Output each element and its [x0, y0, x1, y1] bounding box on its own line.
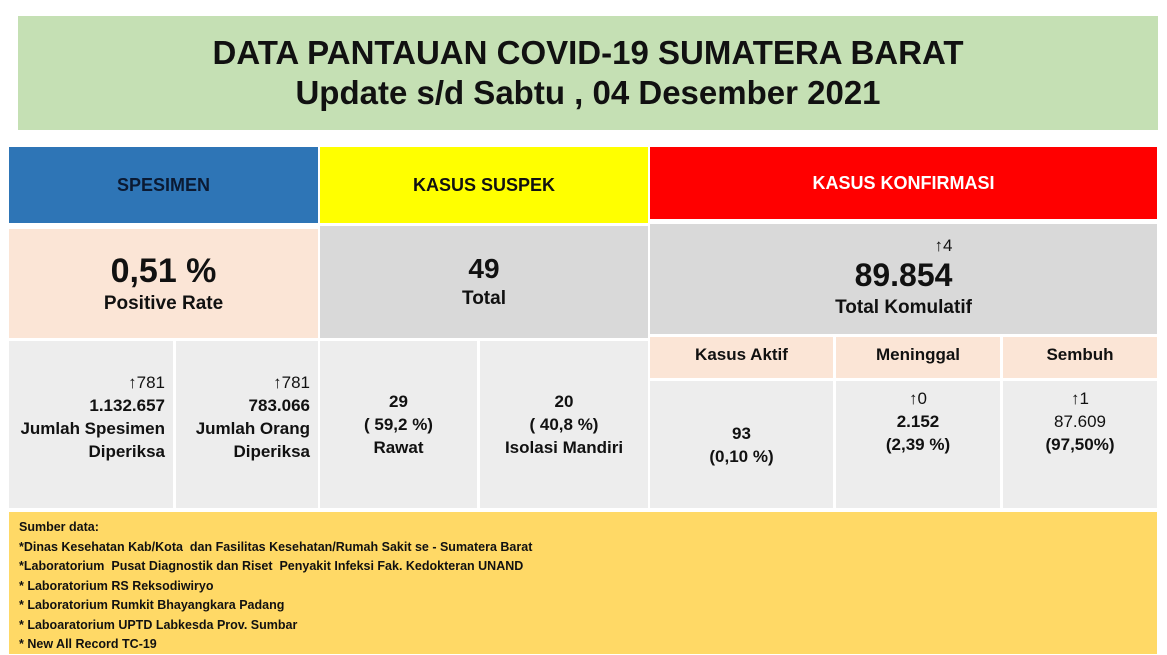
label: Rawat: [373, 438, 424, 457]
source-line: * Laboratorium RS Reksodiwiryo: [19, 578, 214, 593]
value: 29: [389, 392, 408, 411]
percent: (97,50%): [1045, 435, 1115, 454]
sources: Sumber data: *Dinas Kesehatan Kab/Kota d…: [9, 512, 1157, 654]
source-line: * Laboratorium Rumkit Bhayangkara Padang: [19, 598, 285, 612]
value: 20: [554, 392, 574, 411]
sources-title: Sumber data:: [19, 520, 99, 534]
konfirmasi-heading: KASUS KONFIRMASI: [650, 147, 1157, 219]
spesimen-item: ↑781 783.066 Jumlah Orang Diperiksa: [176, 341, 318, 508]
column-values: ↑0 2.152 (2,39 %): [836, 381, 1000, 508]
column-label: Kasus Aktif: [650, 337, 833, 378]
change: ↑781: [128, 373, 165, 392]
konfirmasi-total: 89.854: [854, 257, 953, 293]
positive-rate-label: Positive Rate: [103, 292, 224, 314]
change: ↑781: [273, 373, 310, 392]
change: ↑1: [1071, 389, 1089, 408]
label: Isolasi Mandiri: [504, 438, 624, 457]
percent: (2,39 %): [885, 435, 951, 454]
konfirmasi-change: ↑4: [934, 236, 953, 255]
source-line: *Dinas Kesehatan Kab/Kota dan Fasilitas …: [19, 539, 533, 554]
percent: ( 40,8 %): [529, 415, 599, 434]
label: Jumlah Orang Diperiksa: [195, 419, 310, 461]
source-line: * Laboaratorium UPTD Labkesda Prov. Sumb…: [19, 617, 298, 632]
column-values: ↑1 87.609 (97,50%): [1003, 381, 1157, 508]
value: 2.152: [896, 412, 940, 431]
label: Jumlah Spesimen Diperiksa: [20, 419, 165, 461]
percent: ( 59,2 %): [364, 415, 433, 434]
source-line: * New All Record TC-19: [19, 637, 157, 651]
column-label: Sembuh: [1003, 337, 1157, 378]
suspek-total: 49: [468, 253, 500, 284]
konfirmasi-total-box: ↑4 89.854 Total Komulatif: [650, 224, 1157, 334]
column-label: Meninggal: [836, 337, 1000, 378]
positive-rate: 0,51 %: [110, 251, 217, 290]
suspek-total-box: 49 Total: [320, 226, 648, 338]
value: 87.609: [1054, 412, 1106, 431]
value: 93: [732, 423, 751, 443]
suspek-item: 29 ( 59,2 %) Rawat: [320, 341, 477, 508]
suspek-item: 20 ( 40,8 %) Isolasi Mandiri: [480, 341, 648, 508]
spesimen-item: ↑781 1.132.657 Jumlah Spesimen Diperiksa: [9, 341, 173, 508]
percent: (0,10 %): [709, 446, 774, 466]
value: 783.066: [248, 396, 310, 415]
suspek-total-label: Total: [462, 288, 506, 309]
header: DATA PANTAUAN COVID-19 SUMATERA BARAT Up…: [18, 16, 1158, 130]
positive-rate-box: 0,51 % Positive Rate: [9, 229, 318, 338]
konfirmasi-total-label: Total Komulatif: [835, 297, 972, 318]
column-values: 93 (0,10 %): [650, 381, 833, 508]
source-line: *Laboratorium Pusat Diagnostik dan Riset…: [19, 559, 524, 573]
subtitle: Update s/d Sabtu , 04 Desember 2021: [295, 74, 881, 111]
spesimen-heading: SPESIMEN: [9, 147, 318, 223]
change: ↑0: [909, 389, 927, 408]
suspek-heading: KASUS SUSPEK: [320, 147, 648, 223]
value: 1.132.657: [89, 396, 165, 415]
title: DATA PANTAUAN COVID-19 SUMATERA BARAT: [212, 34, 964, 71]
